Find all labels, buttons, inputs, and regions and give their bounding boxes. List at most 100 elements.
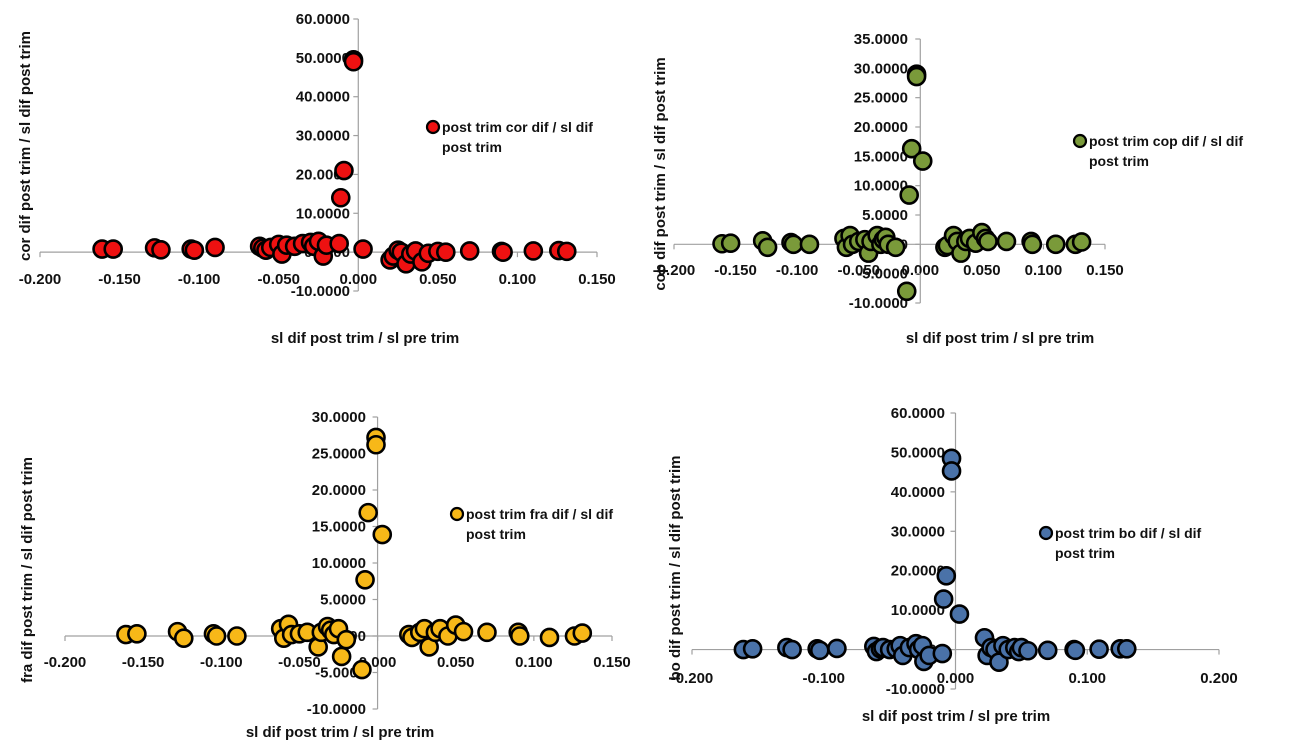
- x-tick-label: -0.100: [776, 262, 819, 279]
- y-tick-label: 20.0000: [854, 119, 908, 136]
- x-tick-label: 0.000: [340, 271, 378, 288]
- x-tick-label: 0.150: [578, 271, 616, 288]
- data-point: [933, 589, 954, 609]
- y-tick-label: 10.0000: [312, 555, 366, 572]
- data-point: [556, 241, 577, 262]
- x-tick-label: 0.100: [515, 654, 553, 671]
- data-point: [453, 621, 474, 642]
- data-point: [103, 239, 124, 259]
- y-tick-label: 25.0000: [312, 446, 366, 463]
- data-point: [539, 627, 560, 648]
- x-tick-label: -0.050: [837, 262, 880, 279]
- data-point: [996, 231, 1017, 252]
- y-tick-label: 20.0000: [891, 563, 945, 580]
- data-point: [901, 138, 922, 159]
- y-axis-title: bo dif post trim / sl dif post trim: [667, 456, 684, 681]
- x-tick-label: 0.050: [437, 654, 475, 671]
- y-tick-label: 30.0000: [854, 60, 908, 77]
- data-point: [493, 242, 513, 262]
- legend-label: post trim cop dif / sl dif: [1089, 133, 1243, 149]
- chart-cop: -0.200 -0.150 -0.100 -0.050 0.000 0.050 0.100 0…: [652, 31, 1243, 347]
- data-point: [906, 66, 927, 87]
- y-tick-label: 10.0000: [296, 205, 350, 222]
- y-tick-label: 60.0000: [891, 405, 945, 422]
- y-tick-label: -5.0000: [857, 266, 908, 283]
- data-point: [949, 604, 970, 624]
- y-tick-label: -10.0000: [291, 283, 350, 300]
- x-axis-title: sl dif post trim / sl pre trim: [862, 708, 1050, 725]
- data-point: [932, 643, 953, 664]
- x-tick-label: -0.200: [671, 670, 714, 687]
- x-tick-label: 0.150: [593, 654, 631, 671]
- y-tick-label: 10.0000: [891, 602, 945, 619]
- data-point: [757, 237, 778, 258]
- data-point: [1045, 234, 1066, 255]
- data-point: [799, 234, 820, 255]
- data-point: [173, 628, 194, 648]
- data-point: [227, 626, 247, 646]
- x-tick-label: 0.050: [963, 262, 1001, 279]
- y-tick-label: 50.0000: [891, 444, 945, 461]
- legend: post trim fra dif / sl dif post trim: [449, 506, 613, 542]
- chart-cor: -0.200 -0.150 -0.100 -0.050 0.000 0.050 0.100 0…: [17, 11, 616, 347]
- x-tick-label: 0.100: [1068, 670, 1106, 687]
- y-tick-label: 40.0000: [891, 484, 945, 501]
- legend-marker-icon: [1038, 525, 1054, 541]
- x-tick-label: -0.100: [200, 654, 243, 671]
- data-point: [151, 240, 171, 260]
- data-point: [978, 231, 998, 252]
- legend: post trim cop dif / sl dif post trim: [1072, 133, 1243, 169]
- data-point: [936, 566, 957, 586]
- data-point: [827, 638, 847, 659]
- y-tick-label: 20.0000: [312, 482, 366, 499]
- data-point: [912, 151, 933, 171]
- data-point: [941, 461, 962, 481]
- data-point: [742, 638, 763, 659]
- data-point: [372, 524, 393, 545]
- y-axis-title: fra dif post trim / sl dif post trim: [19, 457, 36, 683]
- x-tick-label: -0.150: [122, 654, 165, 671]
- data-point: [436, 242, 456, 262]
- x-tick-label: -0.200: [44, 654, 87, 671]
- data-point: [1071, 232, 1092, 252]
- x-tick-label: -0.050: [278, 654, 321, 671]
- data-point: [477, 622, 497, 643]
- legend-label: post trim fra dif / sl dif: [466, 506, 613, 522]
- data-point: [352, 659, 372, 680]
- x-tick-label: -0.100: [178, 271, 221, 288]
- data-point: [336, 629, 357, 650]
- x-axis-title: sl dif post trim / sl pre trim: [906, 330, 1094, 347]
- legend-label: post trim: [466, 526, 526, 542]
- data-point: [329, 233, 349, 254]
- y-tick-label: -10.0000: [886, 681, 945, 698]
- legend-marker-icon: [425, 119, 441, 135]
- y-tick-label: -10.0000: [849, 295, 908, 312]
- x-tick-label: -0.200: [653, 262, 696, 279]
- legend: post trim cor dif / sl dif post trim: [425, 119, 593, 155]
- data-point: [509, 626, 530, 646]
- x-axis-title: sl dif post trim / sl pre trim: [246, 724, 434, 741]
- y-tick-label: 25.0000: [854, 90, 908, 107]
- y-tick-label: -10.0000: [307, 701, 366, 718]
- x-tick-label: -0.150: [98, 271, 141, 288]
- data-point: [127, 624, 147, 644]
- y-tick-label: 15.0000: [854, 148, 908, 165]
- y-tick-label: 15.0000: [312, 519, 366, 536]
- x-tick-label: 0.000: [902, 262, 940, 279]
- data-point: [184, 240, 205, 260]
- x-tick-label: 0.050: [419, 271, 457, 288]
- legend: post trim bo dif / sl dif post trim: [1038, 525, 1202, 561]
- x-tick-label: -0.050: [257, 271, 300, 288]
- data-point: [720, 233, 741, 253]
- y-tick-label: 10.0000: [854, 178, 908, 195]
- y-tick-label: 30.0000: [312, 409, 366, 426]
- data-point: [1116, 638, 1137, 659]
- x-tick-label: 0.100: [499, 271, 537, 288]
- x-tick-label: 0.000: [937, 670, 975, 687]
- x-tick-label: 0.150: [1086, 262, 1124, 279]
- y-axis-title: cor dif post trim / sl dif post trim: [17, 31, 34, 261]
- x-tick-label: -0.200: [19, 271, 62, 288]
- y-tick-label: 30.0000: [296, 128, 350, 145]
- data-point: [896, 281, 917, 302]
- x-tick-label: -0.100: [802, 670, 845, 687]
